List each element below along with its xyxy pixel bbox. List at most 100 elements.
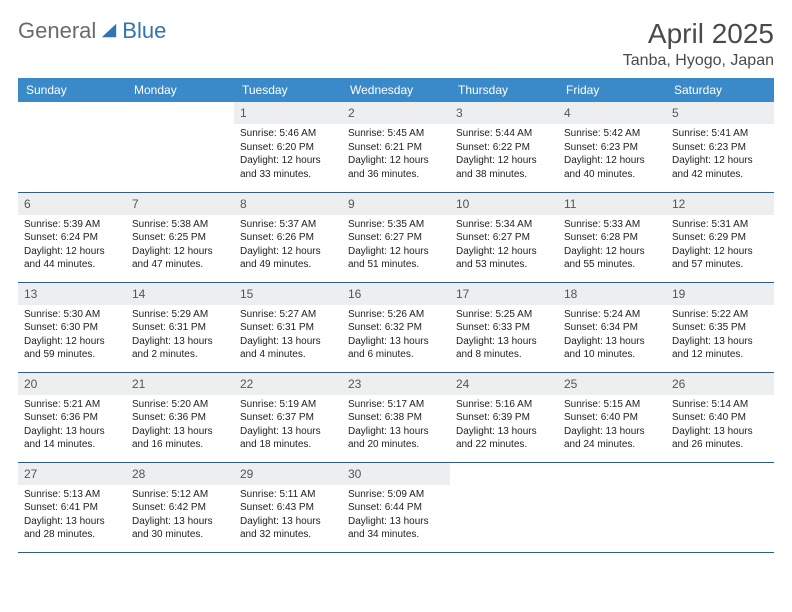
day-day1: Daylight: 12 hours	[240, 245, 336, 259]
calendar-day-cell: 3Sunrise: 5:44 AMSunset: 6:22 PMDaylight…	[450, 102, 558, 192]
logo-text-blue: Blue	[122, 18, 166, 44]
day-day2: and 16 minutes.	[132, 438, 228, 452]
day-day1: Daylight: 13 hours	[240, 515, 336, 529]
day-number-bar: 8	[234, 193, 342, 215]
day-number-bar: 11	[558, 193, 666, 215]
day-day2: and 57 minutes.	[672, 258, 768, 272]
day-number-bar: 12	[666, 193, 774, 215]
day-sunrise: Sunrise: 5:11 AM	[240, 488, 336, 502]
day-sunset: Sunset: 6:28 PM	[564, 231, 660, 245]
calendar-row: 1Sunrise: 5:46 AMSunset: 6:20 PMDaylight…	[18, 102, 774, 192]
day-number: 18	[564, 287, 577, 301]
day-number: 12	[672, 197, 685, 211]
calendar-day-cell: 27Sunrise: 5:13 AMSunset: 6:41 PMDayligh…	[18, 462, 126, 552]
day-day2: and 12 minutes.	[672, 348, 768, 362]
calendar-day-cell: 18 Sunrise: 5:24 AMSunset: 6:34 PMDayligh…	[558, 282, 666, 372]
day-sunrise: Sunrise: 5:39 AM	[24, 218, 120, 232]
day-sunset: Sunset: 6:29 PM	[672, 231, 768, 245]
day-day2: and 14 minutes.	[24, 438, 120, 452]
calendar-day-cell: 23Sunrise: 5:17 AMSunset: 6:38 PMDayligh…	[342, 372, 450, 462]
day-day1: Daylight: 12 hours	[672, 154, 768, 168]
day-sunrise: Sunrise: 5:45 AM	[348, 127, 444, 141]
day-number-bar: 10	[450, 193, 558, 215]
day-day1: Daylight: 13 hours	[132, 515, 228, 529]
day-number: 19	[672, 287, 685, 301]
day-number-bar: 17	[450, 283, 558, 305]
day-sunrise: Sunrise: 5:34 AM	[456, 218, 552, 232]
day-number-bar: 26	[666, 373, 774, 395]
day-sunrise: Sunrise: 5:24 AM	[564, 308, 660, 322]
day-details: Sunrise: 5:14 AMSunset: 6:40 PMDaylight:…	[666, 395, 774, 456]
day-sunrise: Sunrise: 5:19 AM	[240, 398, 336, 412]
calendar-day-cell: 7Sunrise: 5:38 AMSunset: 6:25 PMDaylight…	[126, 192, 234, 282]
day-details: Sunrise: 5:13 AMSunset: 6:41 PMDaylight:…	[18, 485, 126, 546]
day-number-bar: 9	[342, 193, 450, 215]
day-day1: Daylight: 12 hours	[240, 154, 336, 168]
day-day2: and 20 minutes.	[348, 438, 444, 452]
calendar-row: 27Sunrise: 5:13 AMSunset: 6:41 PMDayligh…	[18, 462, 774, 552]
day-details: Sunrise: 5:31 AMSunset: 6:29 PMDaylight:…	[666, 215, 774, 276]
calendar-day-cell: 4Sunrise: 5:42 AMSunset: 6:23 PMDaylight…	[558, 102, 666, 192]
calendar-row: 6Sunrise: 5:39 AMSunset: 6:24 PMDaylight…	[18, 192, 774, 282]
day-sunset: Sunset: 6:22 PM	[456, 141, 552, 155]
page: General Blue April 2025 Tanba, Hyogo, Ja…	[0, 0, 792, 553]
day-details: Sunrise: 5:34 AMSunset: 6:27 PMDaylight:…	[450, 215, 558, 276]
day-number: 26	[672, 377, 685, 391]
calendar-row: 20Sunrise: 5:21 AMSunset: 6:36 PMDayligh…	[18, 372, 774, 462]
header: General Blue April 2025 Tanba, Hyogo, Ja…	[18, 18, 774, 70]
day-day1: Daylight: 13 hours	[348, 425, 444, 439]
day-details: Sunrise: 5:45 AMSunset: 6:21 PMDaylight:…	[342, 124, 450, 185]
day-day2: and 24 minutes.	[564, 438, 660, 452]
day-details: Sunrise: 5:20 AMSunset: 6:36 PMDaylight:…	[126, 395, 234, 456]
day-details: Sunrise: 5:12 AMSunset: 6:42 PMDaylight:…	[126, 485, 234, 546]
day-number: 5	[672, 106, 679, 120]
day-day1: Daylight: 12 hours	[348, 245, 444, 259]
day-day2: and 36 minutes.	[348, 168, 444, 182]
calendar-day-cell: 25Sunrise: 5:15 AMSunset: 6:40 PMDayligh…	[558, 372, 666, 462]
day-number-bar: 25	[558, 373, 666, 395]
day-day1: Daylight: 12 hours	[24, 245, 120, 259]
day-number: 28	[132, 467, 145, 481]
day-sunrise: Sunrise: 5:25 AM	[456, 308, 552, 322]
day-day1: Daylight: 13 hours	[564, 425, 660, 439]
day-sunrise: Sunrise: 5:35 AM	[348, 218, 444, 232]
day-details: Sunrise: 5:24 AMSunset: 6:34 PMDaylight:…	[558, 305, 666, 366]
weekday-header: Thursday	[450, 78, 558, 102]
calendar-empty-cell	[18, 102, 126, 192]
day-sunrise: Sunrise: 5:13 AM	[24, 488, 120, 502]
day-day2: and 53 minutes.	[456, 258, 552, 272]
day-number-bar: 3	[450, 102, 558, 124]
day-number-bar: 2	[342, 102, 450, 124]
day-day2: and 18 minutes.	[240, 438, 336, 452]
day-details: Sunrise: 5:16 AMSunset: 6:39 PMDaylight:…	[450, 395, 558, 456]
calendar-day-cell: 21Sunrise: 5:20 AMSunset: 6:36 PMDayligh…	[126, 372, 234, 462]
day-number: 23	[348, 377, 361, 391]
day-day2: and 28 minutes.	[24, 528, 120, 542]
day-day2: and 44 minutes.	[24, 258, 120, 272]
day-sunset: Sunset: 6:37 PM	[240, 411, 336, 425]
day-sunset: Sunset: 6:35 PM	[672, 321, 768, 335]
day-sunrise: Sunrise: 5:42 AM	[564, 127, 660, 141]
day-details: Sunrise: 5:30 AMSunset: 6:30 PMDaylight:…	[18, 305, 126, 366]
calendar-day-cell: 16Sunrise: 5:26 AMSunset: 6:32 PMDayligh…	[342, 282, 450, 372]
weekday-header: Sunday	[18, 78, 126, 102]
day-sunset: Sunset: 6:40 PM	[672, 411, 768, 425]
day-day1: Daylight: 12 hours	[456, 245, 552, 259]
day-day2: and 2 minutes.	[132, 348, 228, 362]
day-day2: and 10 minutes.	[564, 348, 660, 362]
day-number: 30	[348, 467, 361, 481]
calendar-day-cell: 13Sunrise: 5:30 AMSunset: 6:30 PMDayligh…	[18, 282, 126, 372]
day-day1: Daylight: 13 hours	[348, 335, 444, 349]
calendar-day-cell: 1Sunrise: 5:46 AMSunset: 6:20 PMDaylight…	[234, 102, 342, 192]
day-number-bar: 19	[666, 283, 774, 305]
calendar-empty-cell	[666, 462, 774, 552]
logo-sail-icon	[100, 22, 118, 40]
day-day1: Daylight: 13 hours	[24, 515, 120, 529]
day-sunset: Sunset: 6:23 PM	[672, 141, 768, 155]
day-number: 2	[348, 106, 355, 120]
day-day2: and 34 minutes.	[348, 528, 444, 542]
day-number: 17	[456, 287, 469, 301]
day-sunset: Sunset: 6:31 PM	[132, 321, 228, 335]
day-details: Sunrise: 5:37 AMSunset: 6:26 PMDaylight:…	[234, 215, 342, 276]
day-details: Sunrise: 5:42 AMSunset: 6:23 PMDaylight:…	[558, 124, 666, 185]
